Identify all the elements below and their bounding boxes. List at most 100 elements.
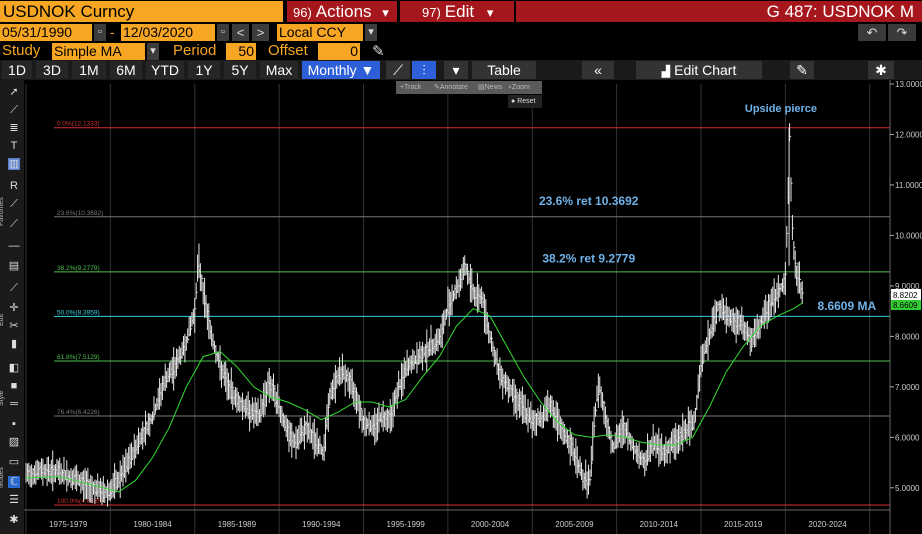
undo-icon[interactable]: ↶ bbox=[858, 24, 886, 41]
ticker-field[interactable]: USDNOK Curncy bbox=[0, 1, 283, 22]
line-style-icon[interactable]: ═ bbox=[10, 398, 18, 410]
fib-level-label: 50.0%(8.3959) bbox=[57, 309, 100, 316]
title-bar: USDNOK Curncy 96) Actions ▾ 97) Edit ▾ G 4… bbox=[0, 0, 922, 23]
ma-value-annotation: 8.6609 MA bbox=[817, 299, 876, 313]
period-1d-button[interactable]: 1D bbox=[2, 61, 32, 79]
fill-icon[interactable]: ◧ bbox=[8, 362, 20, 374]
y-tick-label: 7.0000 bbox=[895, 383, 920, 392]
hline-icon[interactable]: — bbox=[8, 240, 20, 252]
calendar-icon[interactable]: ▫ bbox=[217, 24, 229, 41]
trendline-icon[interactable]: ⟋ bbox=[10, 104, 18, 116]
highlight-icon[interactable]: ▪ bbox=[12, 418, 16, 430]
actions-shortcut: 96) bbox=[293, 5, 312, 20]
modes-label: Modes bbox=[0, 466, 5, 488]
period-3d-button[interactable]: 3D bbox=[36, 61, 68, 79]
period-ytd-button[interactable]: YTD bbox=[146, 61, 184, 79]
edit-button[interactable]: 97) Edit ▾ bbox=[400, 1, 514, 22]
date-separator: - bbox=[110, 24, 115, 40]
draw-icon[interactable]: ⟋ bbox=[10, 282, 18, 294]
frequency-select[interactable]: Monthly ▼ bbox=[302, 61, 380, 79]
zoom-button[interactable]: ⌕ Zoom bbox=[508, 84, 530, 91]
style-label: Style bbox=[0, 390, 5, 406]
start-date-field[interactable]: 05/31/1990 bbox=[0, 24, 92, 41]
period-5y-button[interactable]: 5Y bbox=[224, 61, 256, 79]
chevron-down-icon[interactable]: ▾ bbox=[444, 61, 468, 79]
x-tick-label: 2000-2004 bbox=[471, 520, 510, 529]
x-tick-label: 2020-2024 bbox=[808, 520, 847, 529]
ray-icon[interactable]: R bbox=[10, 180, 18, 192]
news-button[interactable]: ▤ News bbox=[478, 84, 503, 91]
actions-button[interactable]: 96) Actions ▾ bbox=[287, 1, 397, 22]
study-row: Study Simple MA ▾ Period 50 Offset 0 ✎ bbox=[0, 42, 922, 60]
cut-icon[interactable]: ✂ bbox=[9, 320, 19, 332]
y-tick-label: 13.0000 bbox=[895, 80, 922, 89]
fibonacci-icon[interactable]: ≣ bbox=[9, 122, 19, 134]
gear-icon[interactable]: ✱ bbox=[868, 61, 894, 79]
x-tick-label: 1990-1994 bbox=[302, 520, 341, 529]
trash-icon[interactable]: ▮ bbox=[10, 338, 18, 350]
brush-icon[interactable]: ⟋ bbox=[10, 218, 18, 230]
end-date-field[interactable]: 12/03/2020 bbox=[121, 24, 215, 41]
toolbar: 1D 3D 1M 6M YTD 1Y 5Y Max Monthly ▼ ⟋ ⫶ … bbox=[0, 60, 922, 80]
annotate-button[interactable]: ✎ Annotate bbox=[434, 84, 468, 91]
chevron-down-icon[interactable]: ▾ bbox=[365, 24, 377, 41]
y-tick-label: 6.0000 bbox=[895, 433, 920, 442]
reset-button[interactable]: ● Reset bbox=[508, 95, 542, 108]
crosshair-icon[interactable]: ✛ bbox=[9, 302, 19, 314]
prev-period-button[interactable]: < bbox=[232, 24, 249, 41]
reset-icon: ● bbox=[511, 98, 516, 105]
edit-chart-label: Edit Chart bbox=[674, 62, 737, 78]
upside-pierce-annotation: Upside pierce bbox=[745, 103, 817, 115]
period-6m-button[interactable]: 6M bbox=[110, 61, 142, 79]
x-tick-label: 1980-1984 bbox=[133, 520, 172, 529]
y-tick-label: 11.0000 bbox=[895, 181, 922, 190]
edit-icon[interactable]: ✎ bbox=[790, 61, 814, 79]
bar-chart-icon[interactable]: ⫶ bbox=[412, 61, 436, 79]
period-max-button[interactable]: Max bbox=[260, 61, 298, 79]
fib-level-label: 0.0%(12.1333) bbox=[57, 121, 100, 128]
edit-shortcut: 97) bbox=[422, 5, 441, 20]
moving-average-line bbox=[25, 302, 803, 493]
track-button[interactable]: + Track bbox=[400, 84, 422, 91]
bars-icon[interactable]: ▥ bbox=[8, 158, 20, 170]
study-select[interactable]: Simple MA bbox=[52, 43, 145, 60]
y-tick-label: 9.0000 bbox=[895, 282, 920, 291]
fib-level-label: 61.8%(7.5129) bbox=[57, 354, 100, 361]
study-label: Study bbox=[2, 42, 41, 59]
settings-icon[interactable]: ✱ bbox=[9, 514, 19, 526]
reset-label: Reset bbox=[517, 98, 536, 105]
fib-level-label: 23.6%(10.3692) bbox=[57, 210, 103, 217]
line-chart-icon[interactable]: ⟋ bbox=[386, 61, 410, 79]
cursor-icon[interactable]: ➚ bbox=[9, 86, 19, 98]
edit-chart-button[interactable]: ▟ Edit Chart bbox=[636, 61, 762, 79]
next-period-button[interactable]: > bbox=[252, 24, 269, 41]
period-1m-button[interactable]: 1M bbox=[72, 61, 106, 79]
period-field[interactable]: 50 bbox=[226, 43, 256, 60]
pen-icon[interactable]: ✎ bbox=[372, 43, 385, 60]
date-range-row: 05/31/1990 ▫ - 12/03/2020 ▫ < > Local CC… bbox=[0, 23, 922, 42]
mode-icon[interactable]: ℂ bbox=[8, 476, 20, 488]
x-tick-label: 1995-1999 bbox=[387, 520, 426, 529]
list-icon[interactable]: ☰ bbox=[9, 494, 19, 506]
fib-level-label: 38.2%(9.2779) bbox=[57, 265, 100, 272]
chevron-down-icon[interactable]: ▾ bbox=[147, 43, 159, 60]
chart-area[interactable]: 0.0%(12.1333) 23.6%(10.3692) 38.2%(9.2779)… bbox=[24, 80, 922, 534]
chart-mode-bar: + Track ✎ Annotate ▤ News ⌕ Zoom bbox=[396, 81, 542, 94]
x-tick-label: 1985-1989 bbox=[218, 520, 257, 529]
square-icon[interactable]: ■ bbox=[10, 380, 18, 392]
magnet-icon[interactable]: ▭ bbox=[8, 456, 20, 468]
pattern-icon[interactable]: ▨ bbox=[8, 436, 20, 448]
period-1y-button[interactable]: 1Y bbox=[188, 61, 220, 79]
edit-side-label: Edit bbox=[0, 313, 5, 326]
price-chart[interactable]: 0.0%(12.1333) 23.6%(10.3692) 38.2%(9.2779)… bbox=[24, 80, 922, 534]
text-icon[interactable]: T bbox=[10, 140, 18, 152]
calendar-icon[interactable]: ▫ bbox=[94, 24, 106, 41]
table-button[interactable]: Table bbox=[472, 61, 536, 79]
redo-icon[interactable]: ↷ bbox=[888, 24, 916, 41]
pencil-icon[interactable]: ⟋ bbox=[10, 198, 18, 210]
layers-icon[interactable]: ▤ bbox=[8, 260, 20, 272]
offset-field[interactable]: 0 bbox=[318, 43, 360, 60]
collapse-icon[interactable]: « bbox=[582, 61, 614, 79]
fib-38-annotation: 38.2% ret 9.2779 bbox=[542, 252, 635, 266]
currency-select[interactable]: Local CCY bbox=[277, 24, 363, 41]
